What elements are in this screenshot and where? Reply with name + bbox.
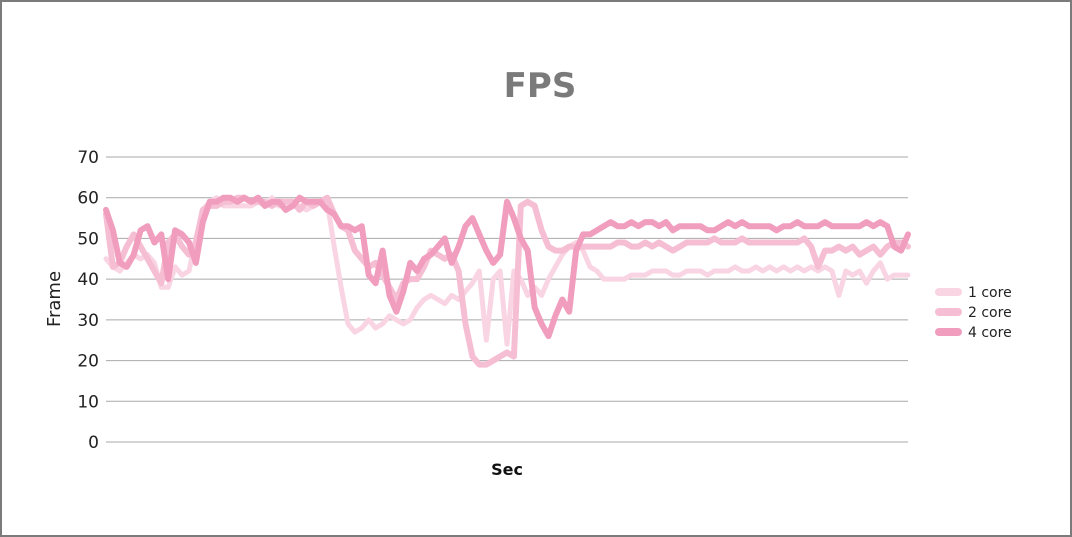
y-tick-label: 50: [77, 229, 99, 249]
series-line-4-core: [103, 194, 911, 340]
y-tick-label: 30: [77, 311, 99, 331]
legend-label: 2 core: [968, 305, 1012, 321]
legend-label: 1 core: [968, 285, 1012, 301]
series-lines: [103, 194, 911, 368]
y-tick-label: 20: [77, 352, 99, 372]
x-axis-label: Sec: [491, 460, 523, 479]
chart-title: FPS: [504, 66, 577, 106]
y-tick-label: 40: [77, 270, 99, 290]
legend-label: 4 core: [968, 325, 1012, 341]
legend: 1 core 2 core 4 core: [935, 285, 1012, 341]
y-axis-label: Frame: [44, 271, 65, 327]
series-line-1-core: [103, 195, 911, 347]
y-tick-label: 70: [77, 148, 99, 168]
y-tick-labels: 0 10 20 30 40 50 60 70: [77, 148, 99, 453]
y-tick-label: 0: [88, 433, 99, 453]
y-tick-label: 10: [77, 392, 99, 412]
y-tick-label: 60: [77, 189, 99, 209]
